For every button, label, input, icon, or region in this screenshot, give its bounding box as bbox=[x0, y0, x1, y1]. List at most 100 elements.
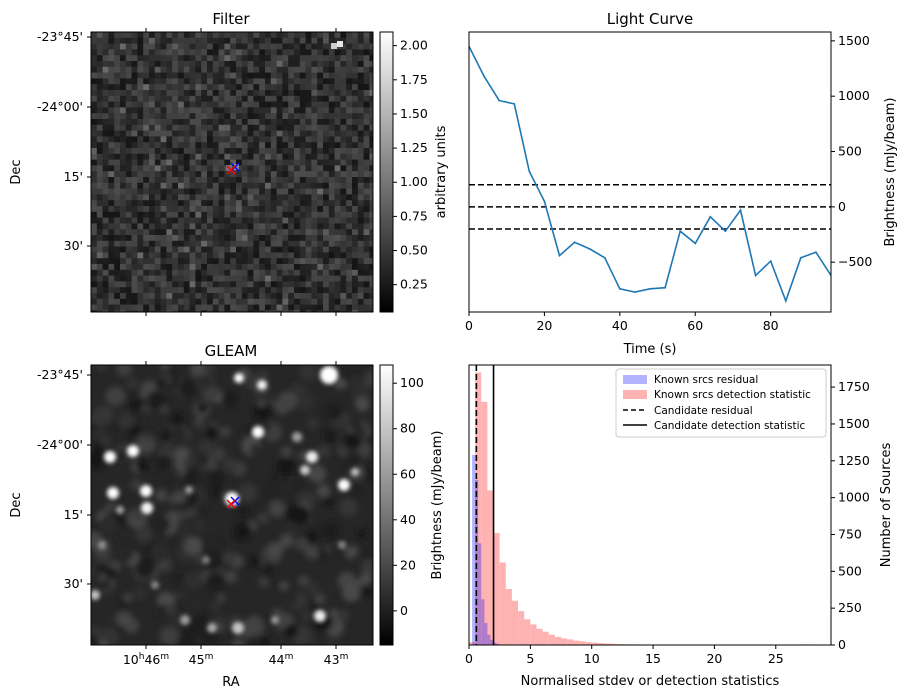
filter-colorbar-label: arbitrary units bbox=[434, 125, 449, 218]
histogram-bar-detection bbox=[536, 628, 543, 645]
gleam-xtick-label: 45m bbox=[189, 652, 214, 667]
histogram-bar-residual bbox=[484, 622, 488, 645]
light-curve-point bbox=[649, 287, 651, 290]
histogram-bar-detection bbox=[542, 631, 549, 645]
gleam-source bbox=[104, 451, 116, 463]
filter-image bbox=[91, 32, 373, 312]
histogram-bar-detection bbox=[511, 600, 518, 645]
histogram-xtick-label: 15 bbox=[645, 651, 661, 666]
filter-panel: Filter -23°45' -24°00' 15' 30' Dec 0.25 0.50… bbox=[9, 10, 449, 316]
light-curve-xtick-label: 60 bbox=[687, 318, 703, 333]
gleam-source bbox=[225, 492, 239, 506]
light-curve-point bbox=[769, 260, 772, 262]
light-curve-xtick-label: 40 bbox=[612, 318, 628, 333]
histogram-bar-residual bbox=[475, 479, 479, 645]
light-curve-point bbox=[664, 286, 666, 289]
histogram-ytick-label: 1250 bbox=[838, 453, 870, 468]
histogram-bar-detection bbox=[548, 634, 555, 645]
gleam-colorbar-label: Brightness (mJy/beam) bbox=[430, 431, 445, 580]
gleam-source bbox=[127, 445, 139, 457]
gleam-source bbox=[292, 432, 302, 442]
histogram-bar-detection bbox=[585, 642, 592, 645]
gleam-frame bbox=[90, 364, 374, 646]
light-curve-ytick-label: 1000 bbox=[838, 88, 870, 103]
histogram-bar-detection bbox=[518, 611, 525, 645]
light-curve-point bbox=[603, 256, 606, 259]
histogram-ytick-label: 0 bbox=[838, 637, 846, 652]
filter-colorbar-tick-label: 0.50 bbox=[400, 243, 428, 258]
gleam-source bbox=[257, 380, 267, 390]
histogram-xtick-label: 5 bbox=[526, 651, 534, 666]
histogram-ytick-label: 1000 bbox=[838, 490, 870, 505]
histogram-bar-residual bbox=[472, 454, 476, 645]
gleam-source bbox=[314, 610, 326, 622]
filter-colorbar bbox=[379, 31, 394, 313]
histogram-bar-detection bbox=[573, 640, 580, 645]
histogram-legend: Known srcs residual Known srcs detection… bbox=[615, 368, 827, 438]
histogram-ytick-label: 750 bbox=[838, 526, 862, 541]
histogram-bar-detection bbox=[487, 490, 494, 645]
filter-colorbar-tick-label: 0.75 bbox=[400, 208, 428, 223]
histogram-bar-detection bbox=[604, 643, 611, 645]
gleam-xtick-label: 10h46m bbox=[123, 652, 169, 667]
gleam-source bbox=[306, 451, 318, 463]
gleam-source bbox=[271, 616, 279, 624]
gleam-source bbox=[140, 485, 152, 497]
gleam-source bbox=[116, 506, 124, 514]
histogram-bar-detection bbox=[524, 619, 531, 645]
histogram-bar-detection bbox=[493, 533, 500, 645]
gleam-ylabel: Dec bbox=[9, 492, 24, 517]
target-marker-red bbox=[226, 499, 236, 509]
histogram-bar-detection bbox=[505, 589, 512, 645]
light-curve-xtick-label: 80 bbox=[763, 318, 779, 333]
gleam-colorbar-tick-label: 40 bbox=[400, 512, 416, 527]
histogram-bar-detection bbox=[530, 624, 537, 645]
filter-colorbar-tick-label: 1.50 bbox=[400, 106, 428, 121]
filter-frame bbox=[90, 31, 374, 313]
gleam-xtick-label: 43m bbox=[324, 652, 349, 667]
histogram-bar-detection bbox=[567, 639, 574, 645]
histogram-ytick-label: 500 bbox=[838, 563, 862, 578]
gleam-ytick-label: -24°00' bbox=[37, 437, 83, 452]
histogram-bar-detection bbox=[591, 642, 598, 645]
light-curve-ytick-label: 0 bbox=[838, 199, 846, 214]
histogram-bar-detection bbox=[499, 562, 506, 645]
gleam-colorbar-tick-label: 80 bbox=[400, 421, 416, 436]
gleam-colorbar-tick-label: 60 bbox=[400, 466, 416, 481]
legend-frame bbox=[615, 368, 827, 438]
light-curve-point bbox=[573, 241, 576, 244]
histogram-bar-residual bbox=[481, 599, 485, 645]
light-curve-point bbox=[528, 170, 531, 173]
gleam-colorbar-tick-label: 20 bbox=[400, 557, 416, 572]
light-curve-title: Light Curve bbox=[607, 10, 693, 28]
legend-label-detection: Known srcs detection statistic bbox=[654, 389, 811, 401]
legend-label-candidate-residual: Candidate residual bbox=[654, 405, 753, 417]
gleam-source bbox=[107, 487, 119, 499]
gleam-source bbox=[252, 426, 264, 438]
histogram-ytick-label: 1750 bbox=[838, 379, 870, 394]
gleam-title: GLEAM bbox=[205, 342, 258, 360]
histogram-bar-detection bbox=[554, 636, 561, 645]
gleam-source bbox=[351, 468, 359, 476]
light-curve-point bbox=[784, 300, 787, 302]
histogram-bar-residual bbox=[487, 634, 491, 645]
light-curve-point bbox=[588, 248, 591, 250]
histogram-bar-residual bbox=[493, 642, 497, 645]
gleam-xtick-label: 44m bbox=[269, 652, 294, 667]
light-curve-point bbox=[618, 287, 621, 290]
filter-colorbar-tick-label: 2.00 bbox=[400, 38, 428, 53]
light-curve-point bbox=[543, 200, 546, 203]
histogram-bar-detection bbox=[475, 372, 482, 645]
gleam-source bbox=[180, 615, 190, 625]
histogram-xlabel: Normalised stdev or detection statistics bbox=[521, 674, 780, 689]
filter-ytick-label: -23°45' bbox=[37, 29, 83, 44]
histogram-ytick-label: 1500 bbox=[838, 416, 870, 431]
gleam-source bbox=[151, 581, 159, 589]
gleam-source bbox=[202, 556, 210, 564]
legend-swatch-residual bbox=[623, 375, 647, 384]
legend-label-residual: Known srcs residual bbox=[654, 374, 758, 386]
histogram-bar-detection bbox=[610, 643, 617, 645]
histogram-bar-residual bbox=[478, 543, 482, 645]
filter-ylabel: Dec bbox=[9, 159, 24, 184]
